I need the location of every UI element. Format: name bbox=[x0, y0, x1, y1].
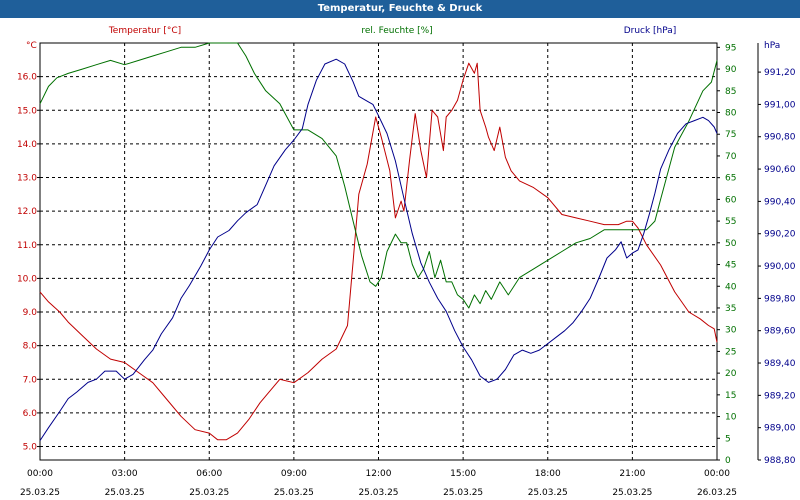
humidity-tick-label: 35 bbox=[725, 304, 736, 314]
pressure-tick-label: 991,00 bbox=[764, 100, 796, 110]
temperature-tick-label: 15.0 bbox=[17, 106, 37, 116]
chart-canvas: 00:00 25.03.25 03:00 25.03.25 06:00 25.03.25 0… bbox=[17, 26, 796, 498]
pressure-tick-label: 990,20 bbox=[764, 230, 796, 240]
x-tick-time: 12:00 bbox=[366, 469, 392, 479]
pressure-tick-label: 991,20 bbox=[764, 68, 796, 78]
pressure-series-line bbox=[39, 58, 718, 441]
x-tick-date: 25.03.25 bbox=[612, 488, 652, 498]
temperature-tick-label: 9.0 bbox=[23, 308, 38, 318]
temperature-tick-label: 5.0 bbox=[23, 443, 38, 453]
temperature-tick-label: 13.0 bbox=[17, 174, 37, 184]
humidity-tick-label: 45 bbox=[725, 261, 736, 271]
x-tick-time: 15:00 bbox=[450, 469, 476, 479]
x-tick-date: 25.03.25 bbox=[443, 488, 483, 498]
chart-title: Temperatur, Feuchte & Druck bbox=[317, 3, 483, 14]
x-tick-date: 25.03.25 bbox=[189, 488, 229, 498]
series-lines bbox=[39, 42, 718, 441]
temperature-unit-label: °C bbox=[26, 41, 37, 51]
humidity-tick-label: 75 bbox=[725, 130, 736, 140]
humidity-tick-label: 30 bbox=[725, 326, 737, 336]
temperature-tick-label: 11.0 bbox=[17, 241, 37, 251]
x-tick-date: 25.03.25 bbox=[105, 488, 145, 498]
humidity-tick-label: 20 bbox=[725, 369, 737, 379]
x-tick-time: 18:00 bbox=[535, 469, 561, 479]
x-tick-time: 09:00 bbox=[281, 469, 307, 479]
pressure-tick-label: 990,40 bbox=[764, 197, 796, 207]
pressure-tick-label: 988,80 bbox=[764, 456, 796, 466]
humidity-tick-label: 40 bbox=[725, 282, 737, 292]
temperature-tick-label: 6.0 bbox=[23, 409, 38, 419]
temperature-tick-label: 16.0 bbox=[17, 73, 37, 83]
humidity-tick-label: 55 bbox=[725, 217, 736, 227]
humidity-tick-label: 25 bbox=[725, 347, 736, 357]
humidity-series-line bbox=[39, 42, 718, 309]
temperature-axis: °C Temperatur [°C] 5.0 6.0 7.0 8.0 9.0 10.0 11… bbox=[17, 26, 181, 453]
humidity-axis: rel. Feuchte [%] 0 5 10 15 20 25 30 35 40 45 50 55 6… bbox=[361, 26, 736, 466]
humidity-tick-label: 70 bbox=[725, 152, 737, 162]
humidity-tick-label: 85 bbox=[725, 87, 736, 97]
x-tick-date: 25.03.25 bbox=[358, 488, 398, 498]
x-tick-time: 03:00 bbox=[112, 469, 138, 479]
x-tick-time: 00:00 bbox=[704, 469, 730, 479]
x-tick-date: 25.03.25 bbox=[274, 488, 314, 498]
temperature-tick-label: 14.0 bbox=[17, 140, 37, 150]
x-tick-date: 25.03.25 bbox=[528, 488, 568, 498]
humidity-tick-label: 95 bbox=[725, 43, 736, 53]
temperature-tick-label: 7.0 bbox=[23, 375, 38, 385]
humidity-axis-title: rel. Feuchte [%] bbox=[361, 26, 432, 36]
humidity-tick-label: 10 bbox=[725, 413, 737, 423]
pressure-tick-label: 989,80 bbox=[764, 294, 796, 304]
pressure-tick-label: 989,20 bbox=[764, 391, 796, 401]
humidity-tick-label: 15 bbox=[725, 391, 736, 401]
temperature-tick-label: 10.0 bbox=[17, 274, 37, 284]
humidity-tick-label: 65 bbox=[725, 174, 736, 184]
pressure-tick-label: 989,60 bbox=[764, 327, 796, 337]
humidity-tick-label: 50 bbox=[725, 239, 737, 249]
temperature-tick-label: 8.0 bbox=[23, 342, 38, 352]
pressure-tick-label: 990,00 bbox=[764, 262, 796, 272]
humidity-tick-label: 80 bbox=[725, 109, 737, 119]
pressure-tick-label: 990,80 bbox=[764, 133, 796, 143]
humidity-tick-label: 0 bbox=[725, 456, 731, 466]
pressure-unit-label: hPa bbox=[764, 41, 780, 51]
x-axis: 00:00 25.03.25 03:00 25.03.25 06:00 25.03.25 0… bbox=[20, 469, 737, 498]
humidity-tick-label: 90 bbox=[725, 65, 737, 75]
humidity-tick-label: 60 bbox=[725, 195, 737, 205]
x-tick-time: 06:00 bbox=[196, 469, 222, 479]
pressure-tick-label: 989,40 bbox=[764, 359, 796, 369]
pressure-tick-label: 989,00 bbox=[764, 424, 796, 434]
grid-lines bbox=[40, 43, 717, 460]
x-tick-date: 25.03.25 bbox=[20, 488, 60, 498]
temperature-tick-label: 12.0 bbox=[17, 207, 37, 217]
pressure-axis-title: Druck [hPa] bbox=[624, 26, 677, 36]
temperature-series-line bbox=[39, 62, 718, 441]
x-tick-date: 26.03.25 bbox=[697, 488, 737, 498]
humidity-tick-label: 5 bbox=[725, 434, 731, 444]
x-tick-time: 21:00 bbox=[619, 469, 645, 479]
plot-area bbox=[39, 42, 718, 461]
pressure-tick-label: 990,60 bbox=[764, 165, 796, 175]
pressure-axis: hPa Druck [hPa] 988,80 989,00 989,20 989,40… bbox=[624, 26, 796, 466]
x-tick-time: 00:00 bbox=[27, 469, 53, 479]
temperature-axis-title: Temperatur [°C] bbox=[108, 26, 181, 36]
chart-title-bar: Temperatur, Feuchte & Druck bbox=[0, 0, 800, 18]
